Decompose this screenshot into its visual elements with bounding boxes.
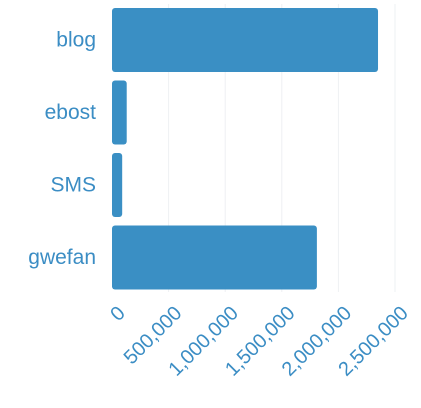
bars bbox=[112, 8, 379, 290]
category-label-ebost: ebost bbox=[45, 101, 97, 124]
category-label-gwefan: gwefan bbox=[28, 246, 96, 269]
x-tick-labels: 0500,0001,000,0001,500,0002,000,0002,500… bbox=[106, 302, 412, 380]
x-tick-label: 0 bbox=[106, 302, 129, 325]
bar-gwefan bbox=[112, 225, 317, 290]
bar-ebost bbox=[112, 80, 127, 145]
category-labels: blog ebost SMS gwefan bbox=[28, 29, 96, 270]
category-label-blog: blog bbox=[56, 29, 96, 52]
bar-blog bbox=[112, 8, 379, 72]
bar-sms bbox=[112, 153, 123, 217]
category-label-sms: SMS bbox=[50, 174, 96, 197]
